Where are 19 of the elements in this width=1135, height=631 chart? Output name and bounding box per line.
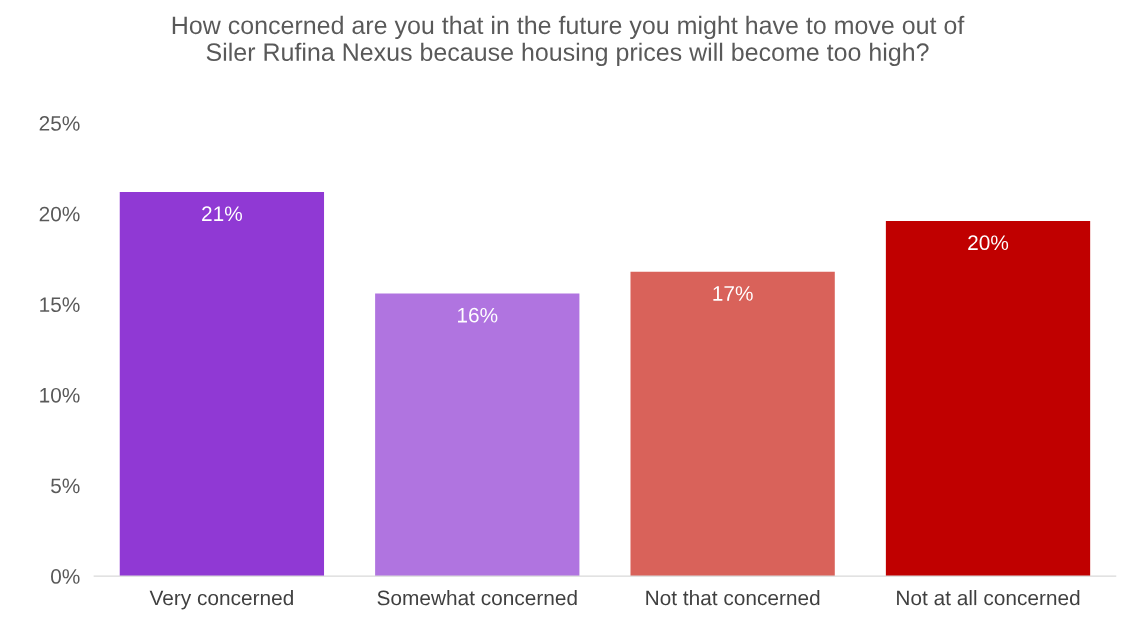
data-label: 20% (968, 235, 1009, 251)
bar (630, 271, 835, 577)
x-tick-label: Somewhat concerned (377, 589, 577, 606)
y-tick-label: 10% (40, 387, 80, 403)
bar (119, 191, 325, 577)
x-tick-label: Not at all concerned (897, 589, 1080, 606)
x-tick-label: Very concerned (149, 589, 293, 610)
chart-title: How concerned are you that in the future you might have to move out of Siler Rufina Nexus because housing prices will become too high? (172, 15, 965, 67)
data-label: 16% (458, 307, 498, 323)
bar (375, 293, 580, 577)
data-label: 17% (713, 286, 753, 301)
x-tick-label: Not that concerned (646, 589, 820, 606)
y-tick-label: 5% (51, 478, 80, 494)
y-tick-label: 20% (39, 206, 80, 222)
y-tick-label: 0% (51, 569, 80, 584)
data-label: 21% (202, 206, 242, 222)
bar (885, 220, 1091, 577)
y-tick-label: 15% (40, 297, 80, 313)
y-tick-label: 25% (39, 116, 80, 131)
